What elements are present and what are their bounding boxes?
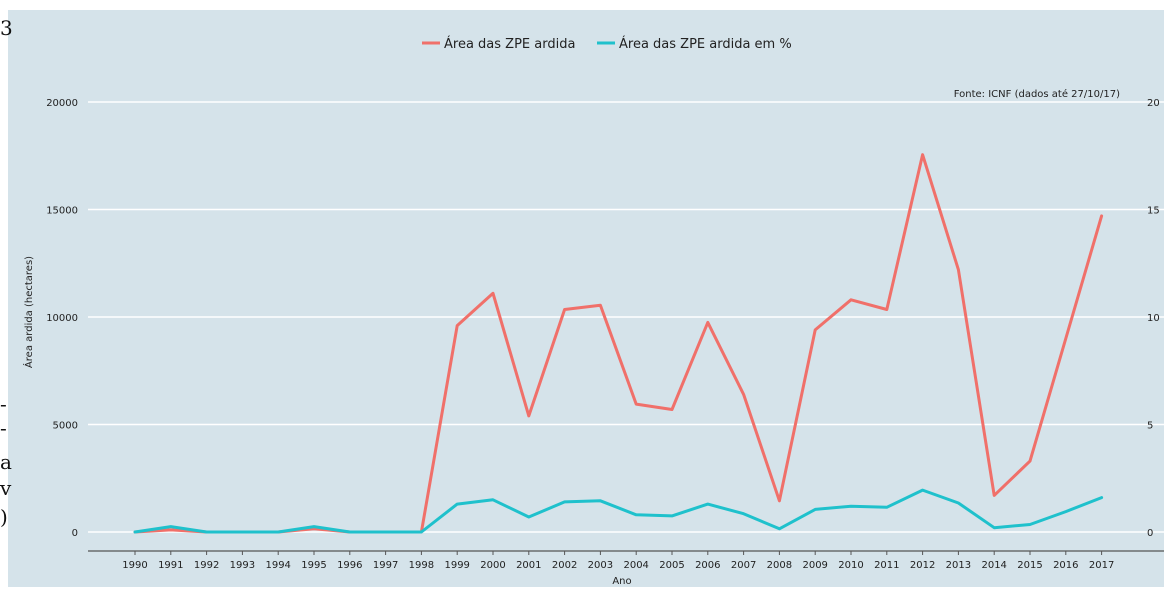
y2-tick-label: 20 (1147, 98, 1160, 109)
legend-label-area: Área das ZPE ardida (444, 36, 575, 52)
y2-tick-label: 0 (1147, 528, 1153, 539)
plot-background (8, 10, 1164, 587)
x-tick-label: 1996 (337, 560, 362, 571)
y-axis-label: Área ardida (hectares) (22, 256, 35, 368)
x-tick-label: 2003 (588, 560, 613, 571)
x-tick-label: 2015 (1017, 560, 1042, 571)
y2-tick-label: 10 (1147, 313, 1160, 324)
x-tick-label: 1994 (265, 560, 290, 571)
y-tick-labels: 0 5000 10000 15000 20000 (46, 98, 78, 539)
x-tick-label: 2008 (767, 560, 792, 571)
x-axis-label: Ano (612, 576, 631, 587)
y2-tick-label: 5 (1147, 421, 1153, 432)
y-tick-label: 20000 (46, 98, 78, 109)
y2-tick-label: 15 (1147, 206, 1160, 217)
x-tick-label: 1992 (194, 560, 219, 571)
x-tick-label: 2016 (1053, 560, 1078, 571)
x-tick-label: 2014 (981, 560, 1006, 571)
x-tick-label: 1997 (373, 560, 398, 571)
edge-fragment: a (0, 450, 12, 474)
y-tick-label: 5000 (53, 421, 78, 432)
x-tick-label: 2011 (874, 560, 899, 571)
x-tick-label: 1998 (409, 560, 434, 571)
source-annotation: Fonte: ICNF (dados até 27/10/17) (954, 88, 1120, 100)
x-tick-label: 2013 (946, 560, 971, 571)
edge-fragment: ) (0, 505, 8, 529)
x-tick-label: 1990 (122, 560, 147, 571)
x-tick-label: 2007 (731, 560, 756, 571)
edge-fragment: v (0, 476, 12, 500)
edge-fragment: - (0, 392, 7, 416)
edge-fragment: - (0, 416, 7, 440)
x-tick-label: 2005 (659, 560, 684, 571)
legend-label-pct: Área das ZPE ardida em % (619, 36, 792, 52)
x-tick-label: 1991 (158, 560, 183, 571)
series-line-pct (133, 488, 1104, 534)
x-tick-label: 1993 (230, 560, 255, 571)
series-lines (133, 153, 1104, 534)
x-tick-label: 2012 (910, 560, 935, 571)
x-tick-label: 2000 (480, 560, 505, 571)
y2-tick-labels: 0 5 10 15 20 (1147, 98, 1160, 539)
x-tick-labels: 1990 1991 1992 1993 1994 1995 1996 1997 1998 1999… (122, 551, 1114, 571)
x-tick-label: 2002 (552, 560, 577, 571)
x-tick-label: 2010 (838, 560, 863, 571)
x-tick-label: 2001 (516, 560, 541, 571)
x-tick-label: 2009 (802, 560, 827, 571)
y-tick-label: 15000 (46, 206, 78, 217)
edge-fragment: 3 (0, 16, 13, 40)
x-tick-label: 2004 (623, 560, 648, 571)
x-tick-label: 1995 (301, 560, 326, 571)
y-tick-label: 10000 (46, 313, 78, 324)
legend: Área das ZPE ardida Área das ZPE ardida … (422, 36, 792, 52)
x-tick-label: 2006 (695, 560, 720, 571)
y-tick-label: 0 (72, 528, 78, 539)
x-tick-label: 2017 (1089, 560, 1114, 571)
x-tick-label: 1999 (444, 560, 469, 571)
